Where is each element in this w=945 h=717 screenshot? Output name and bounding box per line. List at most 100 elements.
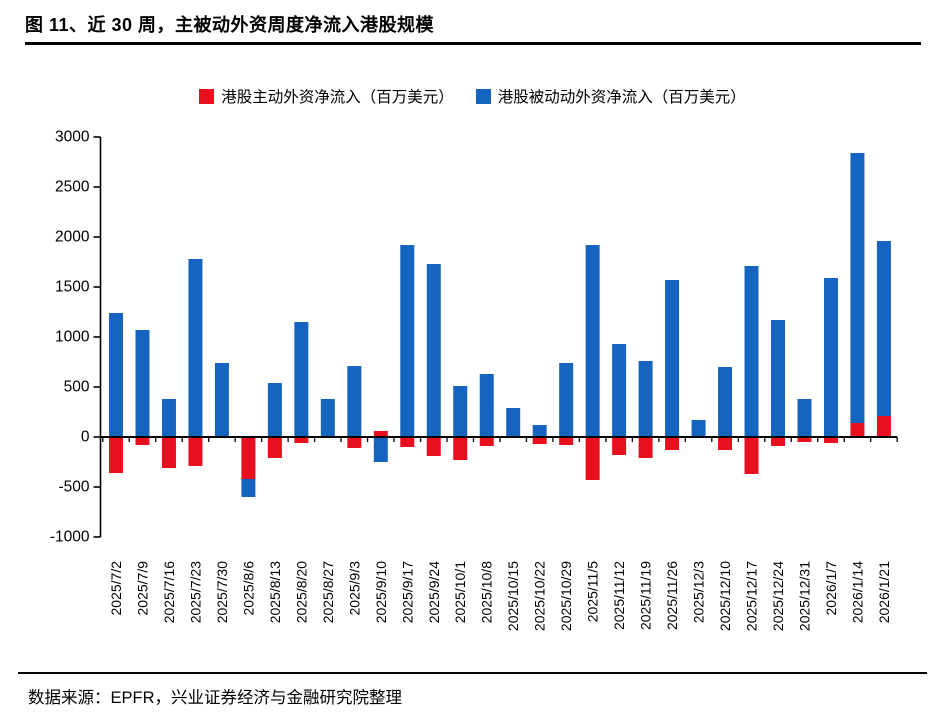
y-tick-label: 1500: [55, 279, 90, 296]
figure-title: 图 11、近 30 周，主被动外资周度净流入港股规模: [25, 15, 435, 35]
bar-segment-active: [585, 437, 600, 480]
x-tick-label: 2025/11/19: [638, 561, 654, 630]
bar-segment-active: [638, 437, 653, 458]
bar-segment-passive: [161, 399, 176, 437]
bar-segment-active: [241, 437, 256, 479]
bar-segment-active: [161, 437, 176, 468]
legend-item-passive: 港股被动动外资净流入（百万美元）: [475, 85, 746, 107]
bar-segment-passive: [585, 245, 600, 437]
bar-segment-active: [188, 437, 203, 466]
x-tick-label: 2026/1/21: [876, 561, 892, 623]
bar-segment-active: [109, 437, 123, 473]
y-tick-label: -500: [58, 479, 89, 496]
bar-segment-active: [876, 416, 891, 437]
bar-segment-active: [532, 437, 547, 444]
x-tick-label: 2025/9/10: [373, 561, 389, 623]
legend-label-passive: 港股被动动外资净流入（百万美元）: [497, 89, 746, 106]
bar-segment-passive: [744, 266, 759, 437]
x-tick-label: 2025/8/20: [293, 561, 309, 623]
x-tick-label: 2025/12/17: [744, 561, 760, 631]
bar-segment-passive: [426, 264, 441, 437]
y-tick-label: 3000: [55, 129, 90, 146]
bar-segment-passive: [506, 408, 521, 437]
x-tick-label: 2025/11/26: [664, 561, 680, 630]
bar-segment-passive: [823, 278, 838, 437]
bar-segment-passive: [109, 313, 123, 437]
bar-segment-passive: [453, 386, 468, 437]
bar-segment-active: [797, 437, 812, 442]
bar-segment-passive: [559, 363, 574, 437]
bar-segment-active: [135, 437, 150, 445]
y-tick-label: 1000: [55, 329, 90, 346]
x-tick-label: 2026/1/14: [849, 561, 865, 623]
x-tick-label: 2025/9/3: [346, 561, 362, 616]
title-underline: [25, 42, 921, 45]
bar-segment-passive: [320, 399, 335, 437]
x-tick-label: 2025/7/23: [187, 561, 203, 623]
bar-segment-active: [744, 437, 759, 474]
bar-segment-active: [718, 437, 733, 450]
bar-segment-active: [267, 437, 282, 458]
legend-swatch-passive-icon: [475, 88, 491, 104]
bar-segment-active: [612, 437, 627, 455]
bar-segment-passive: [400, 245, 415, 437]
chart-legend: 港股主动外资净流入（百万美元） 港股被动动外资净流入（百万美元）: [0, 85, 945, 107]
x-tick-label: 2025/9/17: [399, 561, 415, 623]
bar-segment-passive: [850, 153, 865, 423]
x-tick-label: 2025/12/31: [796, 561, 812, 631]
y-tick-label: 2000: [55, 229, 90, 246]
bar-segment-passive: [214, 363, 229, 437]
bar-segment-passive: [479, 374, 494, 437]
bar-segment-passive: [665, 280, 680, 437]
bar-segment-active: [373, 431, 388, 437]
bar-segment-active: [771, 437, 785, 446]
x-tick-label: 2025/10/1: [452, 561, 468, 623]
x-tick-label: 2025/7/16: [161, 561, 177, 623]
legend-label-active: 港股主动外资净流入（百万美元）: [221, 89, 454, 106]
x-tick-label: 2025/8/6: [240, 561, 256, 616]
bar-segment-passive: [532, 425, 547, 437]
x-tick-label: 2025/7/9: [134, 561, 150, 616]
bar-segment-passive: [294, 322, 309, 437]
x-tick-label: 2025/11/12: [611, 561, 627, 630]
x-tick-label: 2025/12/24: [770, 561, 786, 631]
bar-segment-passive: [241, 479, 256, 497]
bar-segment-passive: [876, 241, 891, 416]
x-tick-label: 2025/8/13: [267, 561, 283, 623]
x-tick-label: 2025/7/2: [108, 561, 124, 616]
bar-segment-active: [479, 437, 494, 446]
bar-segment-active: [823, 437, 838, 443]
bar-segment-passive: [135, 330, 150, 437]
legend-item-active: 港股主动外资净流入（百万美元）: [199, 85, 454, 107]
x-tick-label: 2025/10/29: [558, 561, 574, 631]
footer-divider: [18, 672, 927, 674]
x-tick-label: 2025/10/15: [505, 561, 521, 631]
bar-segment-passive: [797, 399, 812, 437]
bar-segment-passive: [771, 320, 785, 437]
bar-segment-active: [453, 437, 468, 460]
bar-segment-passive: [373, 437, 388, 462]
x-tick-label: 2025/11/5: [585, 561, 601, 622]
data-source-text: 数据来源：EPFR，兴业证券经济与金融研究院整理: [28, 689, 403, 707]
x-tick-label: 2025/8/27: [320, 561, 336, 623]
bar-segment-active: [665, 437, 680, 450]
x-tick-label: 2025/10/8: [479, 561, 495, 623]
y-tick-label: 2500: [55, 179, 90, 196]
bar-segment-passive: [188, 259, 203, 437]
y-tick-label: -1000: [50, 529, 90, 546]
bar-segment-active: [426, 437, 441, 456]
bar-segment-passive: [691, 420, 706, 437]
bar-segment-passive: [638, 361, 653, 437]
x-tick-label: 2025/12/10: [717, 561, 733, 631]
x-tick-label: 2025/12/3: [691, 561, 707, 623]
bar-segment-passive: [347, 366, 362, 437]
y-tick-label: 500: [64, 379, 90, 396]
bar-segment-active: [400, 437, 415, 447]
legend-swatch-active-icon: [199, 88, 215, 104]
bar-segment-active: [850, 423, 865, 437]
bar-segment-active: [559, 437, 574, 445]
x-tick-label: 2025/7/30: [214, 561, 230, 623]
x-tick-label: 2026/1/7: [823, 561, 839, 616]
bar-segment-passive: [612, 344, 627, 437]
